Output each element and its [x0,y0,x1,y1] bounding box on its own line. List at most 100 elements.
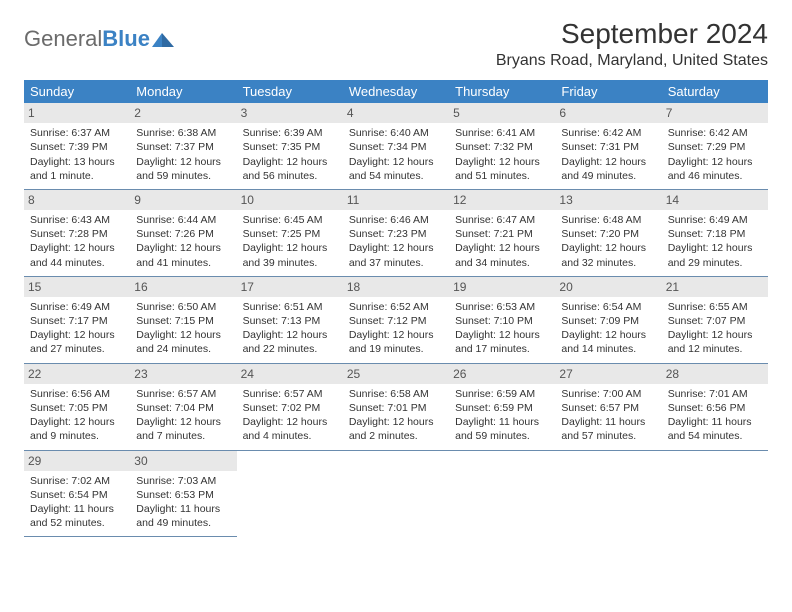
calendar-week-row: 8Sunrise: 6:43 AMSunset: 7:28 PMDaylight… [24,189,768,276]
title-block: September 2024 Bryans Road, Maryland, Un… [496,18,768,78]
day-number: 20 [555,277,661,297]
sunset-text: Sunset: 7:35 PM [243,140,337,154]
day-number: 14 [662,190,768,210]
daylight-text: Daylight: 12 hours and 22 minutes. [243,328,337,356]
sunrise-text: Sunrise: 7:03 AM [136,474,230,488]
sunrise-text: Sunrise: 7:02 AM [30,474,124,488]
sunrise-text: Sunrise: 6:38 AM [136,126,230,140]
daylight-text: Daylight: 12 hours and 7 minutes. [136,415,230,443]
day-number: 11 [343,190,449,210]
day-number: 15 [24,277,130,297]
calendar-day-cell: 2Sunrise: 6:38 AMSunset: 7:37 PMDaylight… [130,103,236,189]
brand-part1: General [24,26,102,51]
daylight-text: Daylight: 12 hours and 9 minutes. [30,415,124,443]
sunset-text: Sunset: 6:57 PM [561,401,655,415]
sunset-text: Sunset: 7:05 PM [30,401,124,415]
sunset-text: Sunset: 7:37 PM [136,140,230,154]
sunrise-text: Sunrise: 6:52 AM [349,300,443,314]
sunset-text: Sunset: 6:56 PM [668,401,762,415]
sunset-text: Sunset: 7:18 PM [668,227,762,241]
daylight-text: Daylight: 12 hours and 14 minutes. [561,328,655,356]
day-number: 1 [24,103,130,123]
calendar-day-cell: 13 Sunrise: 6:48 AMSunset: 7:20 PMDayligh… [555,189,661,276]
daylight-text: Daylight: 12 hours and 59 minutes. [136,155,230,183]
header: GeneralBlue September 2024 Bryans Road, … [24,18,768,78]
daylight-text: Daylight: 12 hours and 49 minutes. [561,155,655,183]
day-number: 5 [449,103,555,123]
daylight-text: Daylight: 11 hours and 57 minutes. [561,415,655,443]
sunrise-text: Sunrise: 6:57 AM [136,387,230,401]
daylight-text: Daylight: 12 hours and 4 minutes. [243,415,337,443]
daylight-text: Daylight: 12 hours and 34 minutes. [455,241,549,269]
calendar-day-cell: 4Sunrise: 6:40 AMSunset: 7:34 PMDaylight… [343,103,449,189]
sunset-text: Sunset: 7:23 PM [349,227,443,241]
sunrise-text: Sunrise: 6:39 AM [243,126,337,140]
sunset-text: Sunset: 7:01 PM [349,401,443,415]
sunset-text: Sunset: 7:20 PM [561,227,655,241]
brand-logo: GeneralBlue [24,26,176,52]
sunset-text: Sunset: 7:09 PM [561,314,655,328]
sunrise-text: Sunrise: 6:47 AM [455,213,549,227]
sunrise-text: Sunrise: 6:42 AM [561,126,655,140]
daylight-text: Daylight: 12 hours and 24 minutes. [136,328,230,356]
sunrise-text: Sunrise: 6:57 AM [243,387,337,401]
sunrise-text: Sunrise: 6:48 AM [561,213,655,227]
sunrise-text: Sunrise: 6:49 AM [30,300,124,314]
day-number: 7 [662,103,768,123]
sunset-text: Sunset: 6:54 PM [30,488,124,502]
dow-header: Friday [555,80,661,103]
sunrise-text: Sunrise: 6:42 AM [668,126,762,140]
day-number: 22 [24,364,130,384]
dow-header: Wednesday [343,80,449,103]
sunrise-text: Sunrise: 6:51 AM [243,300,337,314]
calendar-day-cell: . [662,450,768,537]
calendar-day-cell: 27Sunrise: 7:00 AMSunset: 6:57 PMDayligh… [555,363,661,450]
sunset-text: Sunset: 7:02 PM [243,401,337,415]
calendar-day-cell: 14Sunrise: 6:49 AMSunset: 7:18 PMDayligh… [662,189,768,276]
sunrise-text: Sunrise: 6:41 AM [455,126,549,140]
sunrise-text: Sunrise: 6:55 AM [668,300,762,314]
daylight-text: Daylight: 12 hours and 2 minutes. [349,415,443,443]
day-number: 3 [237,103,343,123]
sunset-text: Sunset: 7:28 PM [30,227,124,241]
sunrise-text: Sunrise: 6:50 AM [136,300,230,314]
day-number: 12 [449,190,555,210]
calendar-day-cell: 7Sunrise: 6:42 AMSunset: 7:29 PMDaylight… [662,103,768,189]
sunrise-text: Sunrise: 6:53 AM [455,300,549,314]
calendar-day-cell: 18Sunrise: 6:52 AMSunset: 7:12 PMDayligh… [343,276,449,363]
calendar-day-cell: 10Sunrise: 6:45 AMSunset: 7:25 PMDayligh… [237,189,343,276]
day-number: 18 [343,277,449,297]
calendar-day-cell: 21Sunrise: 6:55 AMSunset: 7:07 PMDayligh… [662,276,768,363]
dow-header: Saturday [662,80,768,103]
sunrise-text: Sunrise: 6:40 AM [349,126,443,140]
sunset-text: Sunset: 7:29 PM [668,140,762,154]
calendar-week-row: 1Sunrise: 6:37 AMSunset: 7:39 PMDaylight… [24,103,768,189]
day-number: 25 [343,364,449,384]
calendar-day-cell: 24Sunrise: 6:57 AMSunset: 7:02 PMDayligh… [237,363,343,450]
dow-header: Sunday [24,80,130,103]
day-number: 26 [449,364,555,384]
calendar-week-row: 22Sunrise: 6:56 AMSunset: 7:05 PMDayligh… [24,363,768,450]
sunrise-text: Sunrise: 6:49 AM [668,213,762,227]
sunset-text: Sunset: 7:21 PM [455,227,549,241]
calendar-day-cell: 22Sunrise: 6:56 AMSunset: 7:05 PMDayligh… [24,363,130,450]
daylight-text: Daylight: 12 hours and 32 minutes. [561,241,655,269]
calendar-day-cell: 26Sunrise: 6:59 AMSunset: 6:59 PMDayligh… [449,363,555,450]
day-number: 21 [662,277,768,297]
sunrise-text: Sunrise: 6:43 AM [30,213,124,227]
day-number: 16 [130,277,236,297]
sunset-text: Sunset: 7:04 PM [136,401,230,415]
daylight-text: Daylight: 12 hours and 37 minutes. [349,241,443,269]
calendar-day-cell: 16Sunrise: 6:50 AMSunset: 7:15 PMDayligh… [130,276,236,363]
daylight-text: Daylight: 12 hours and 41 minutes. [136,241,230,269]
sunrise-text: Sunrise: 7:01 AM [668,387,762,401]
day-number: 13 [555,190,661,210]
calendar-day-cell: 8Sunrise: 6:43 AMSunset: 7:28 PMDaylight… [24,189,130,276]
dow-header: Thursday [449,80,555,103]
calendar-day-cell: 15Sunrise: 6:49 AMSunset: 7:17 PMDayligh… [24,276,130,363]
calendar-day-cell: 28Sunrise: 7:01 AMSunset: 6:56 PMDayligh… [662,363,768,450]
calendar-day-cell: 11Sunrise: 6:46 AMSunset: 7:23 PMDayligh… [343,189,449,276]
day-number: 28 [662,364,768,384]
calendar-table: Sunday Monday Tuesday Wednesday Thursday… [24,80,768,537]
sunrise-text: Sunrise: 6:54 AM [561,300,655,314]
